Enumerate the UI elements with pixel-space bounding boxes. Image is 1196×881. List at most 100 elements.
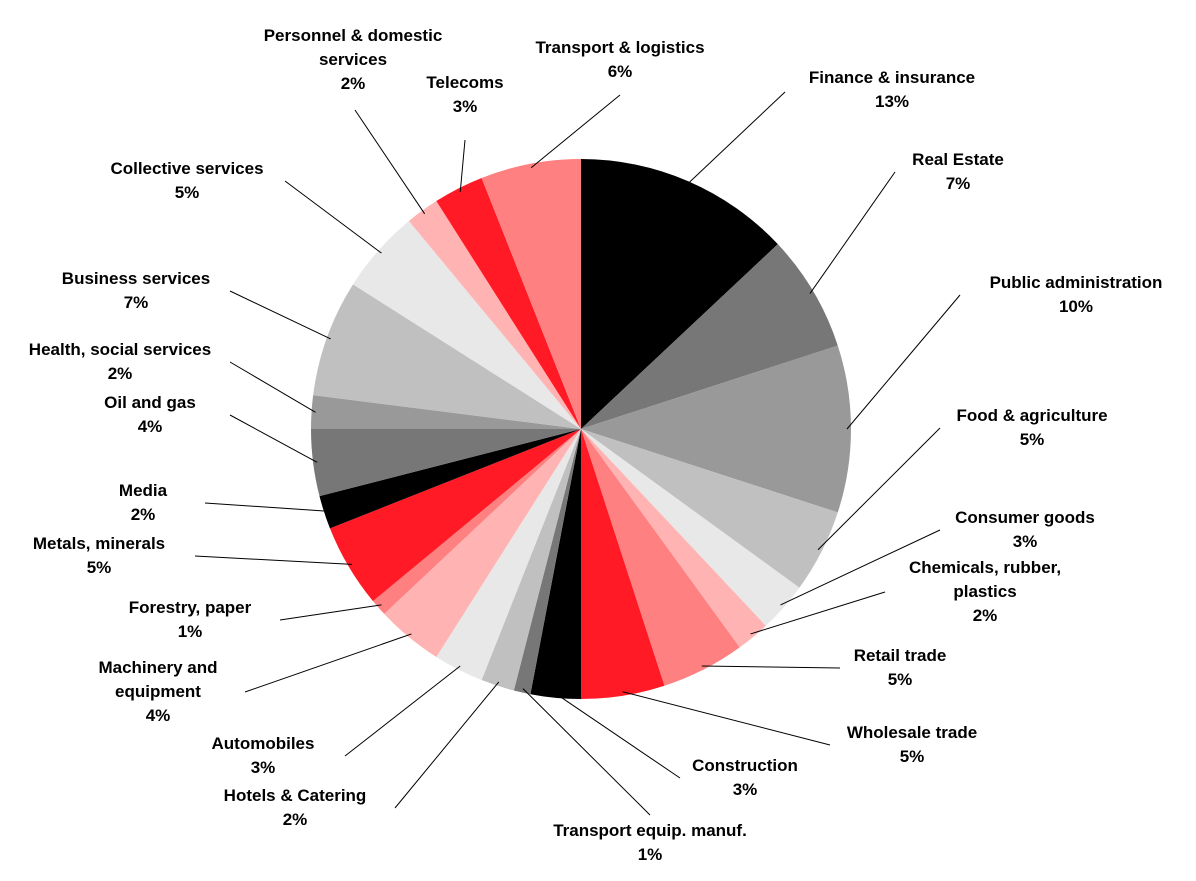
- leader-line: [229, 361, 316, 413]
- leader-line: [194, 555, 353, 565]
- slice-label: Telecoms 3%: [426, 71, 503, 119]
- slice-label: Business services 7%: [62, 267, 210, 315]
- slice-value: 4%: [145, 706, 171, 725]
- slice-name: Chemicals, rubber, plastics: [908, 558, 1062, 601]
- leader-line: [244, 633, 412, 693]
- pie-slice: [311, 395, 581, 429]
- pie-slice: [581, 429, 766, 648]
- slice-value: 5%: [86, 558, 112, 577]
- pie-slice: [319, 429, 581, 529]
- slice-label: Finance & insurance 13%: [809, 66, 975, 114]
- slice-name: Health, social services: [28, 340, 212, 359]
- slice-value: 6%: [607, 62, 633, 81]
- slice-label: Personnel & domestic services 2%: [253, 24, 453, 96]
- pie-slice: [481, 159, 581, 429]
- slice-name: Public administration: [989, 273, 1163, 292]
- pie-slice: [408, 201, 581, 429]
- pie-slice: [372, 429, 581, 614]
- slice-label: Real Estate 7%: [912, 148, 1004, 196]
- slice-name: Collective services: [110, 159, 264, 178]
- leader-line: [229, 290, 331, 340]
- slice-value: 2%: [340, 74, 366, 93]
- leader-line: [354, 109, 426, 215]
- pie-slice: [313, 284, 581, 429]
- leader-line: [780, 529, 941, 606]
- pie-slice: [581, 345, 851, 513]
- slice-value: 2%: [130, 505, 156, 524]
- slice-label: Hotels & Catering 2%: [224, 784, 367, 832]
- slice-value: 5%: [174, 183, 200, 202]
- slice-label: Transport equip. manuf. 1%: [553, 819, 747, 867]
- slice-value: 3%: [732, 780, 758, 799]
- slice-value: 3%: [1012, 532, 1038, 551]
- slice-name: Forestry, paper: [128, 598, 252, 617]
- slice-name: Construction: [692, 756, 798, 775]
- slice-value: 2%: [107, 364, 133, 383]
- pie-slice: [353, 220, 581, 429]
- slice-label: Wholesale trade 5%: [847, 721, 977, 769]
- slice-name: Machinery and equipment: [98, 658, 218, 701]
- slice-name: Automobiles: [211, 734, 315, 753]
- slice-value: 7%: [123, 293, 149, 312]
- slice-value: 10%: [1058, 297, 1094, 316]
- slice-label: Consumer goods 3%: [955, 506, 1095, 554]
- pie-slice: [581, 429, 800, 626]
- slice-label: Machinery and equipment 4%: [83, 656, 233, 728]
- slice-label: Media 2%: [119, 479, 167, 527]
- leader-line: [701, 665, 841, 669]
- slice-name: Transport & logistics: [535, 38, 705, 57]
- slice-label: Food & agriculture 5%: [956, 404, 1107, 452]
- slice-name: Oil and gas: [104, 393, 196, 412]
- pie-slice: [436, 429, 581, 681]
- slice-name: Consumer goods: [955, 508, 1095, 527]
- pie-slice: [581, 159, 778, 429]
- leader-line: [817, 427, 941, 551]
- leader-line: [284, 180, 382, 254]
- leader-line: [809, 171, 896, 294]
- slice-label: Automobiles 3%: [212, 732, 315, 780]
- slice-value: 4%: [137, 417, 163, 436]
- slice-name: Metals, minerals: [32, 534, 166, 553]
- slice-value: 5%: [887, 670, 913, 689]
- slice-label: Public administration 10%: [990, 271, 1163, 319]
- pie-slice: [513, 429, 581, 695]
- pie-slice: [581, 429, 838, 588]
- slice-label: Transport & logistics 6%: [535, 36, 704, 84]
- slice-label: Forestry, paper 1%: [129, 596, 252, 644]
- slice-value: 2%: [282, 810, 308, 829]
- slice-value: 3%: [452, 97, 478, 116]
- leader-line: [204, 502, 329, 512]
- slice-label: Health, social services 2%: [29, 338, 211, 386]
- slice-label: Chemicals, rubber, plastics 2%: [885, 556, 1085, 628]
- pie-slice: [581, 429, 740, 686]
- slice-name: Retail trade: [853, 646, 947, 665]
- leader-line: [555, 693, 681, 779]
- slice-name: Media: [118, 481, 168, 500]
- slice-value: 5%: [899, 747, 925, 766]
- slice-name: Finance & insurance: [808, 68, 976, 87]
- slice-value: 2%: [972, 606, 998, 625]
- slice-value: 5%: [1019, 430, 1045, 449]
- pie-slice: [581, 429, 665, 699]
- slice-value: 1%: [177, 622, 203, 641]
- slice-name: Personnel & domestic services: [263, 26, 443, 69]
- leader-line: [459, 139, 466, 193]
- pie-slice: [530, 429, 581, 699]
- leader-line: [622, 691, 831, 746]
- slice-name: Real Estate: [912, 150, 1004, 169]
- leader-line: [394, 681, 500, 809]
- pie-slice: [311, 429, 581, 497]
- slice-name: Food & agriculture: [956, 406, 1108, 425]
- leader-line: [344, 665, 461, 757]
- slice-value: 1%: [637, 845, 663, 864]
- leader-line: [522, 688, 651, 816]
- slice-name: Wholesale trade: [846, 723, 978, 742]
- leader-line: [229, 414, 318, 463]
- slice-value: 3%: [250, 758, 276, 777]
- slice-name: Hotels & Catering: [223, 786, 367, 805]
- pie-slice: [384, 429, 581, 657]
- slice-label: Collective services 5%: [110, 157, 263, 205]
- slice-label: Retail trade 5%: [854, 644, 947, 692]
- slice-name: Business services: [61, 269, 211, 288]
